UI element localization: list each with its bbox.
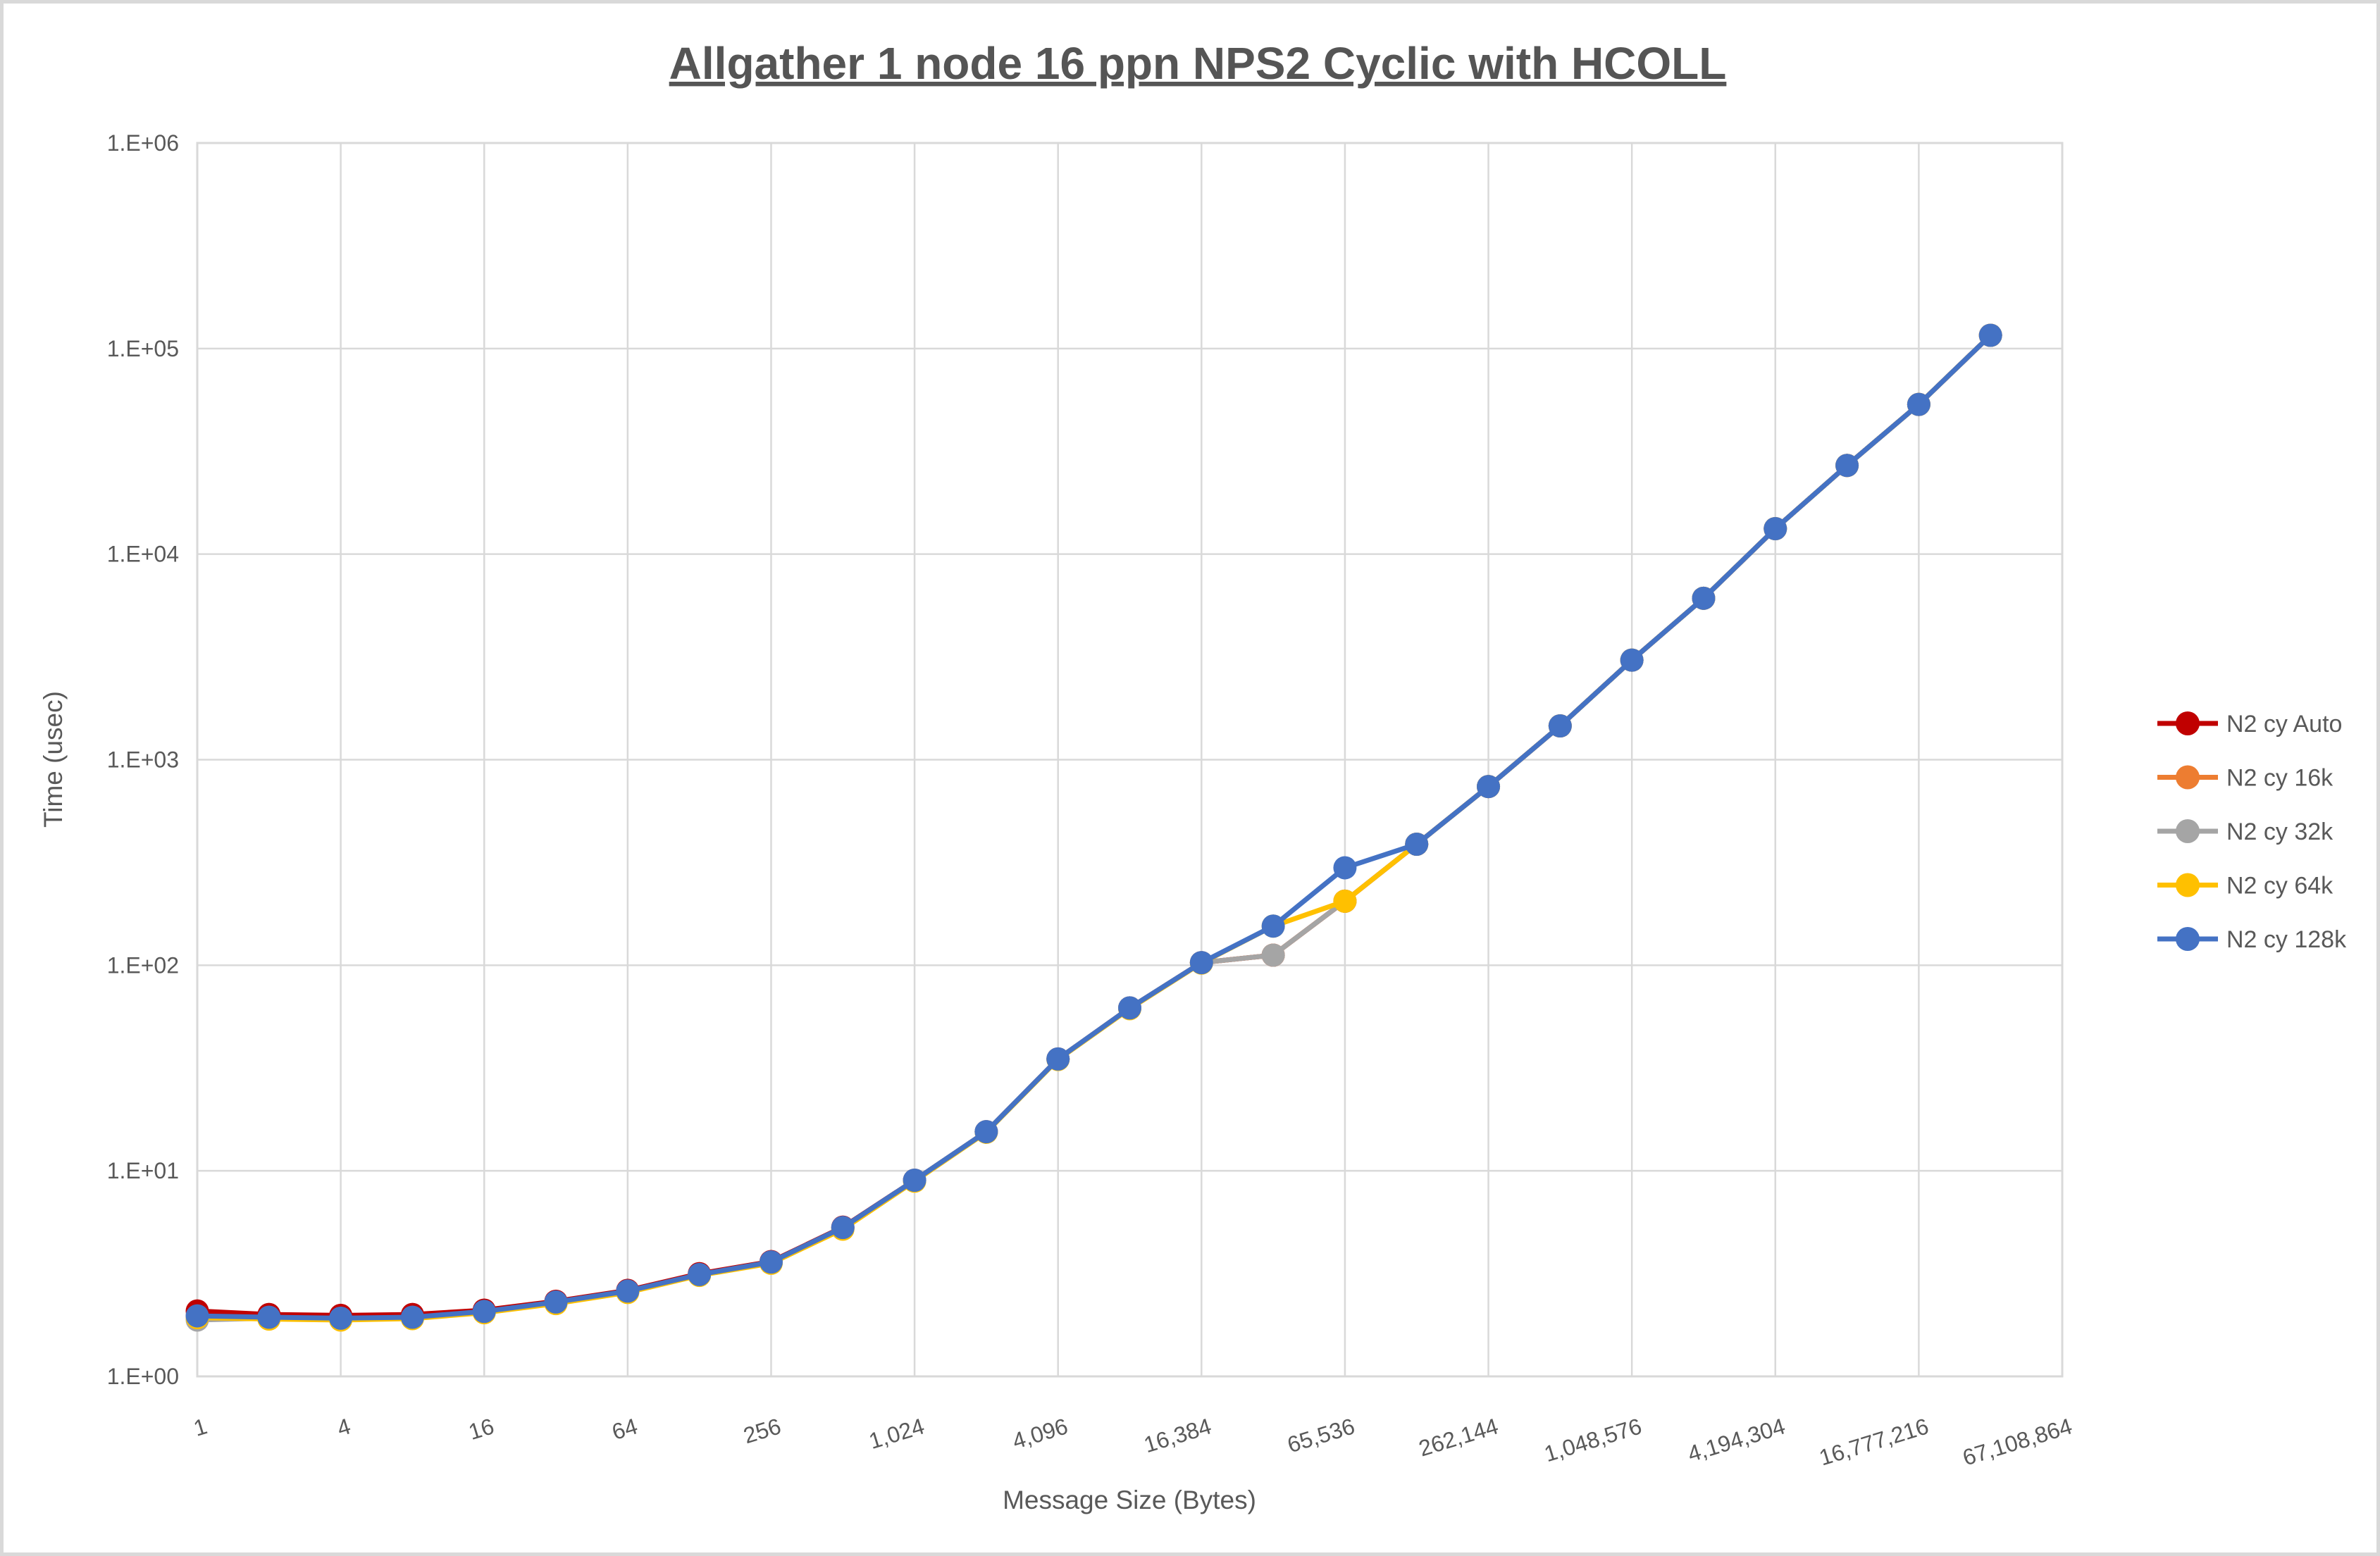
- series-layer: [185, 323, 2002, 1332]
- data-point-N2-cy-128k: [903, 1169, 926, 1193]
- data-point-N2-cy-128k: [1405, 832, 1429, 856]
- legend-item-label: N2 cy 128k: [2226, 926, 2347, 953]
- legend: N2 cy Auto N2 cy 16k N2 cy 32k N2 cy 64k N2 …: [2157, 711, 2347, 953]
- y-tick-label: 1.E+05: [107, 336, 179, 361]
- y-axis-title: Time (usec): [39, 691, 68, 828]
- data-point-N2-cy-32k: [1261, 943, 1285, 967]
- legend-item-label: N2 cy 64k: [2226, 873, 2333, 900]
- chart-title: Allgather 1 node 16 ppn NPS2 Cyclic with…: [669, 38, 1727, 89]
- legend-item-N2-cy-32k[interactable]: N2 cy 32k: [2157, 819, 2333, 845]
- legend-item-N2-cy-16k[interactable]: N2 cy 16k: [2157, 765, 2333, 792]
- legend-item-N2-cy-Auto[interactable]: N2 cy Auto: [2157, 711, 2342, 737]
- data-point-N2-cy-128k: [1333, 856, 1357, 880]
- data-point-N2-cy-128k: [1835, 454, 1859, 478]
- legend-marker-icon: [2176, 765, 2200, 790]
- data-point-N2-cy-128k: [688, 1262, 712, 1286]
- y-tick-label: 1.E+01: [107, 1158, 179, 1183]
- data-point-N2-cy-128k: [1477, 775, 1501, 799]
- data-point-N2-cy-128k: [257, 1305, 281, 1329]
- data-point-N2-cy-64k: [1333, 889, 1357, 913]
- data-point-N2-cy-128k: [1692, 586, 1716, 610]
- data-point-N2-cy-128k: [1620, 648, 1644, 672]
- data-point-N2-cy-128k: [1118, 996, 1141, 1020]
- legend-marker-icon: [2176, 711, 2200, 735]
- data-point-N2-cy-128k: [1548, 714, 1572, 738]
- y-tick-label: 1.E+06: [107, 130, 179, 156]
- series-line-N2-cy-128k: [194, 332, 1993, 1321]
- data-point-N2-cy-128k: [185, 1304, 209, 1328]
- legend-marker-icon: [2176, 873, 2200, 897]
- data-point-N2-cy-128k: [1046, 1047, 1070, 1071]
- data-point-N2-cy-128k: [1764, 517, 1787, 541]
- data-point-N2-cy-128k: [1907, 392, 1930, 416]
- data-point-N2-cy-128k: [616, 1279, 640, 1303]
- y-tick-label: 1.E+00: [107, 1364, 179, 1389]
- plot-border: [196, 142, 2064, 1378]
- legend-item-label: N2 cy 16k: [2226, 765, 2333, 792]
- data-point-N2-cy-128k: [329, 1306, 353, 1330]
- legend-item-N2-cy-64k[interactable]: N2 cy 64k: [2157, 873, 2333, 900]
- y-tick-label: 1.E+02: [107, 952, 179, 978]
- y-tick-label: 1.E+03: [107, 747, 179, 773]
- data-point-N2-cy-128k: [831, 1216, 855, 1240]
- y-tick-label: 1.E+04: [107, 542, 179, 567]
- data-point-N2-cy-128k: [1261, 914, 1285, 938]
- data-point-N2-cy-128k: [1189, 951, 1213, 975]
- legend-item-N2-cy-128k[interactable]: N2 cy 128k: [2157, 926, 2347, 953]
- series-N2-cy-128k: [185, 323, 2002, 1330]
- legend-item-label: N2 cy Auto: [2226, 711, 2342, 737]
- data-point-N2-cy-128k: [400, 1305, 424, 1329]
- legend-marker-icon: [2176, 927, 2200, 951]
- legend-marker-icon: [2176, 819, 2200, 843]
- legend-item-label: N2 cy 32k: [2226, 819, 2333, 845]
- x-axis-title: Message Size (Bytes): [1003, 1486, 1256, 1514]
- data-point-N2-cy-128k: [544, 1290, 568, 1314]
- data-point-N2-cy-128k: [1978, 323, 2002, 347]
- data-point-N2-cy-128k: [472, 1300, 496, 1324]
- data-point-N2-cy-128k: [974, 1120, 998, 1144]
- data-point-N2-cy-128k: [759, 1250, 783, 1274]
- y-axis-tick-labels: 1.E+00 1.E+01 1.E+02 1.E+03 1.E+04 1.E+05 1.E+…: [107, 130, 179, 1389]
